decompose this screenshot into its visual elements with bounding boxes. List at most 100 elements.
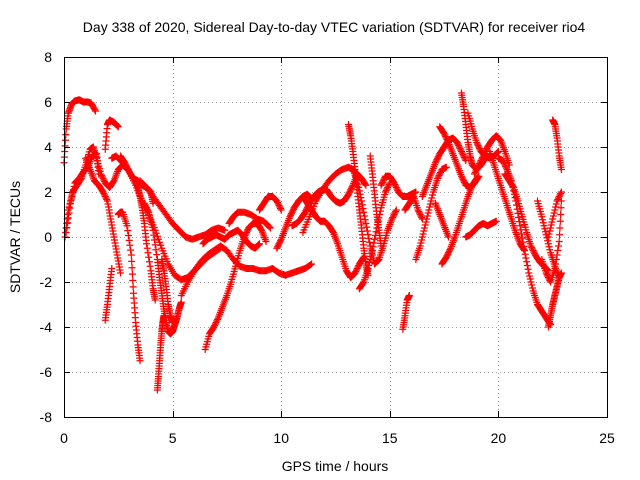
data-point xyxy=(64,214,72,222)
series-arc-18 xyxy=(225,208,274,232)
data-point xyxy=(518,230,526,238)
series-arc-45 xyxy=(549,116,565,173)
data-point xyxy=(432,157,440,165)
data-point xyxy=(554,196,562,203)
data-point xyxy=(103,196,111,203)
data-point xyxy=(390,179,398,187)
y-tick-label: -6 xyxy=(40,364,53,380)
data-point xyxy=(364,265,372,272)
data-point xyxy=(143,240,151,248)
data-point xyxy=(391,209,399,217)
data-point xyxy=(95,170,103,178)
data-point xyxy=(544,237,552,245)
data-point xyxy=(392,184,400,191)
data-point xyxy=(364,231,372,239)
data-point xyxy=(254,241,262,249)
data-point xyxy=(365,235,373,242)
data-point xyxy=(100,176,108,184)
data-point xyxy=(530,248,538,256)
data-point xyxy=(354,263,362,271)
data-point xyxy=(556,191,564,199)
data-point xyxy=(444,249,452,257)
data-point xyxy=(129,277,137,284)
data-point xyxy=(551,206,559,214)
data-point xyxy=(366,256,374,263)
data-point xyxy=(459,151,467,158)
data-point xyxy=(382,187,390,194)
data-point xyxy=(98,173,106,181)
data-point xyxy=(68,193,76,200)
data-point xyxy=(357,194,365,202)
data-point xyxy=(520,242,528,250)
data-point xyxy=(454,140,462,148)
data-point xyxy=(405,292,413,299)
data-point xyxy=(445,247,453,255)
data-point xyxy=(538,213,546,221)
series-arc-31 xyxy=(412,163,450,263)
series-arc-19 xyxy=(255,193,285,214)
data-point xyxy=(148,223,156,231)
data-point xyxy=(553,197,561,205)
data-point xyxy=(142,202,150,210)
data-point xyxy=(494,148,502,156)
data-point xyxy=(528,244,536,251)
data-point xyxy=(431,159,439,167)
data-point xyxy=(422,218,430,226)
data-point xyxy=(145,253,153,261)
data-point xyxy=(381,188,389,196)
series-arc-03 xyxy=(62,150,103,236)
series-arc-35 xyxy=(431,199,452,241)
data-point xyxy=(262,238,270,245)
data-point xyxy=(473,140,481,148)
data-point xyxy=(441,131,449,139)
data-point xyxy=(416,242,424,250)
data-point xyxy=(539,216,547,224)
series-arc-44 xyxy=(538,197,565,286)
series-arc-01 xyxy=(60,96,99,167)
data-point xyxy=(102,194,110,202)
data-point xyxy=(211,322,219,329)
series-arc-16 xyxy=(201,220,270,353)
x-axis-label: GPS time / hours xyxy=(282,458,389,474)
x-tick-label: 10 xyxy=(273,430,289,446)
data-point xyxy=(457,148,465,155)
series-arc-17 xyxy=(199,226,263,252)
data-point xyxy=(365,262,373,269)
data-point xyxy=(388,215,396,223)
data-point xyxy=(69,189,77,197)
series-arc-23 xyxy=(299,193,368,281)
data-point xyxy=(148,220,156,228)
data-point xyxy=(154,235,162,243)
data-point xyxy=(257,225,265,233)
data-point xyxy=(212,319,220,326)
data-point xyxy=(547,224,555,232)
data-point xyxy=(366,238,374,246)
data-point xyxy=(492,217,500,225)
series-arc-32 xyxy=(418,134,470,200)
data-point xyxy=(368,250,376,257)
y-axis-label: SDTVAR / TECUs xyxy=(7,181,23,293)
data-point xyxy=(359,205,367,212)
data-point xyxy=(543,271,551,278)
data-point xyxy=(359,279,367,287)
data-point xyxy=(426,200,434,208)
data-point xyxy=(255,241,263,248)
data-point xyxy=(415,209,423,217)
data-point xyxy=(442,134,450,142)
data-point xyxy=(147,217,155,225)
data-point xyxy=(475,161,483,169)
data-point xyxy=(412,188,420,196)
data-point xyxy=(476,145,484,152)
chart-title: Day 338 of 2020, Sidereal Day-to-day VTE… xyxy=(83,19,586,35)
data-point xyxy=(444,137,452,145)
data-point xyxy=(384,184,392,191)
data-point xyxy=(553,251,561,259)
data-point xyxy=(356,190,364,198)
data-point xyxy=(362,181,370,189)
y-tick-label: 2 xyxy=(44,184,52,200)
data-point xyxy=(434,154,442,162)
data-point xyxy=(474,142,482,149)
data-point xyxy=(149,226,157,234)
y-tick-label: -8 xyxy=(40,409,53,425)
data-point xyxy=(473,164,481,172)
